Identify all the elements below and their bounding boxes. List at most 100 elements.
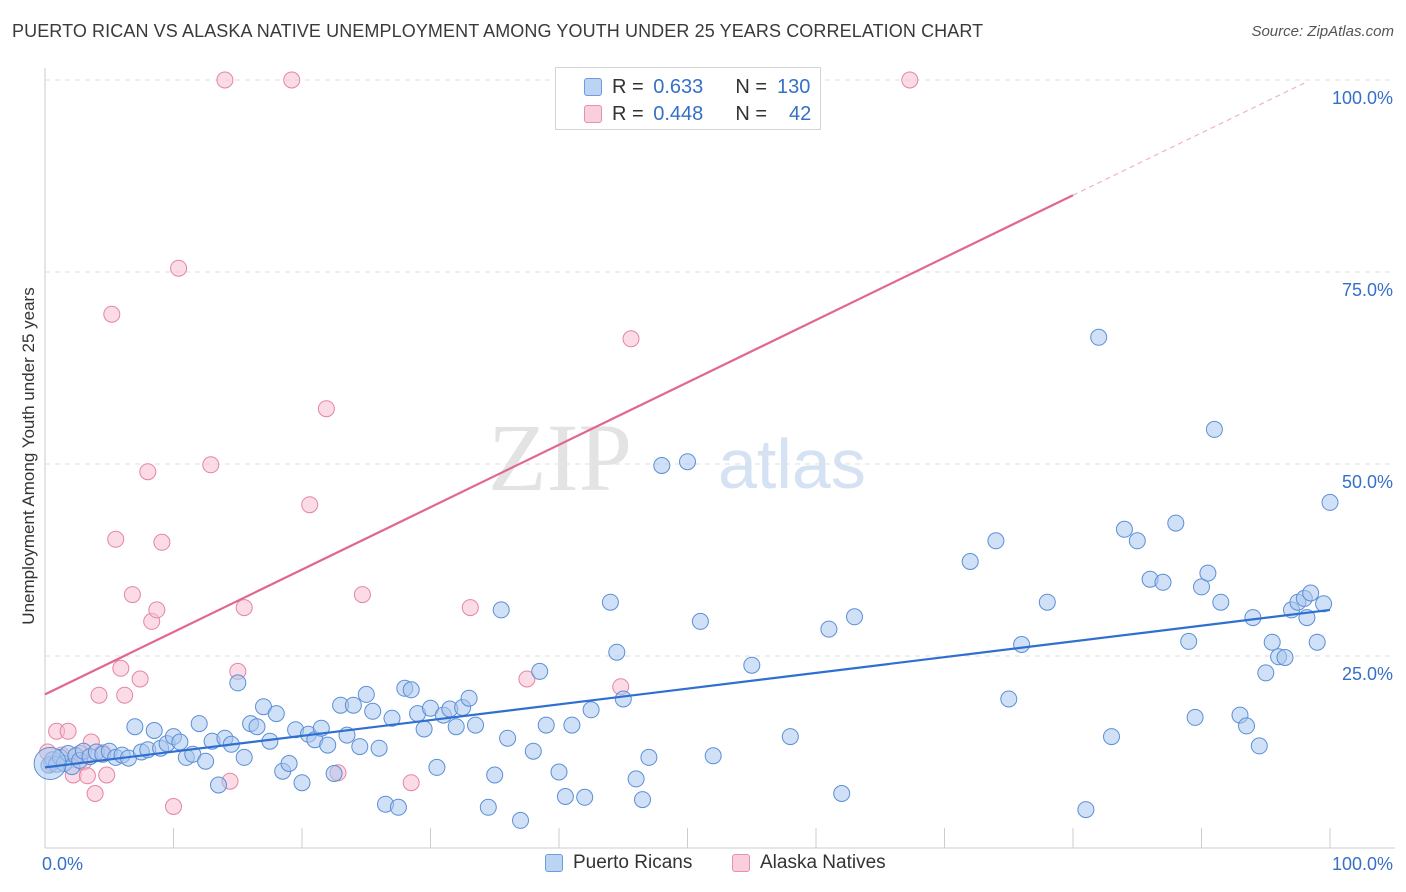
puerto-ricans-point-74 bbox=[499, 729, 517, 747]
legend-swatch-blue bbox=[545, 854, 563, 872]
watermark-atlas: atlas bbox=[718, 425, 866, 503]
legend-r-value: 0.448 bbox=[653, 102, 704, 125]
y-axis-title: Unemployment Among Youth under 25 years bbox=[19, 287, 38, 624]
puerto-ricans-point-132 bbox=[1321, 493, 1339, 511]
puerto-ricans-point-36 bbox=[248, 718, 266, 736]
series-legend: Puerto Ricans Alaska Natives bbox=[0, 852, 1406, 876]
puerto-ricans-point-70 bbox=[467, 716, 484, 734]
puerto-ricans-point-87 bbox=[627, 770, 645, 788]
alaska-natives-point-15 bbox=[112, 659, 130, 677]
puerto-ricans-point-125 bbox=[1276, 649, 1294, 666]
puerto-ricans-point-114 bbox=[1193, 578, 1210, 596]
y-tick-label-1: 50.0% bbox=[1342, 472, 1393, 492]
alaska-natives-point-32 bbox=[317, 400, 335, 418]
puerto-ricans-point-33 bbox=[229, 674, 247, 692]
puerto-ricans-point-107 bbox=[1115, 520, 1133, 538]
y-tick-label-2: 75.0% bbox=[1342, 280, 1393, 300]
puerto-ricans-point-39 bbox=[267, 705, 285, 723]
x-tick-label-max: 100.0% bbox=[1332, 854, 1393, 874]
alaska-natives-point-24 bbox=[170, 259, 188, 277]
legend-n-value: 42 bbox=[789, 102, 812, 125]
alaska-natives-point-37 bbox=[518, 670, 536, 688]
puerto-ricans-point-97 bbox=[833, 785, 851, 802]
source-label: Source: ZipAtlas.com bbox=[1251, 23, 1394, 40]
puerto-ricans-point-17 bbox=[126, 718, 144, 736]
puerto-ricans-point-79 bbox=[550, 763, 568, 781]
puerto-ricans-point-80 bbox=[556, 788, 574, 805]
legend-item-alaska-natives[interactable]: Alaska Natives bbox=[732, 852, 886, 874]
puerto-ricans-point-100 bbox=[987, 532, 1005, 550]
alaska-natives-point-12 bbox=[98, 766, 116, 784]
y-tick-label-3: 100.0% bbox=[1332, 88, 1393, 108]
legend-n-label: N = bbox=[735, 102, 767, 125]
puerto-ricans-point-99 bbox=[961, 553, 979, 570]
puerto-ricans-cluster bbox=[33, 747, 67, 781]
puerto-ricans-point-89 bbox=[640, 748, 658, 766]
puerto-ricans-point-75 bbox=[512, 811, 529, 829]
puerto-ricans-point-122 bbox=[1257, 664, 1275, 682]
puerto-ricans-point-110 bbox=[1154, 573, 1172, 591]
puerto-ricans-point-93 bbox=[704, 747, 722, 765]
puerto-ricans-point-28 bbox=[197, 752, 215, 770]
puerto-ricans-point-73 bbox=[492, 601, 510, 619]
puerto-ricans-point-112 bbox=[1180, 632, 1198, 650]
puerto-ricans-point-83 bbox=[582, 701, 600, 719]
chart-title: PUERTO RICAN VS ALASKA NATIVE UNEMPLOYME… bbox=[12, 21, 984, 41]
puerto-ricans-point-131 bbox=[1302, 584, 1320, 602]
y-tick-label-0: 25.0% bbox=[1342, 664, 1393, 684]
puerto-ricans-point-113 bbox=[1186, 708, 1204, 726]
alaska-natives-point-35 bbox=[402, 774, 420, 792]
alaska-natives-point-9 bbox=[86, 785, 104, 802]
puerto-ricans-point-119 bbox=[1238, 717, 1255, 735]
puerto-ricans-point-108 bbox=[1128, 532, 1146, 550]
watermark: ZIP atlas bbox=[488, 404, 866, 511]
legend-swatch-blue bbox=[584, 78, 602, 96]
puerto-ricans-point-117 bbox=[1212, 593, 1230, 611]
puerto-ricans-point-62 bbox=[415, 720, 433, 738]
puerto-ricans-point-71 bbox=[479, 798, 497, 816]
alaska-natives-point-28 bbox=[235, 599, 253, 617]
puerto-ricans-point-98 bbox=[846, 608, 863, 626]
puerto-ricans-point-90 bbox=[653, 457, 671, 474]
puerto-ricans-point-41 bbox=[280, 755, 298, 772]
alaska-natives-point-13 bbox=[103, 305, 121, 323]
puerto-ricans-point-54 bbox=[364, 702, 382, 720]
puerto-ricans-point-48 bbox=[325, 765, 343, 782]
legend-label-alaska-natives: Alaska Natives bbox=[760, 852, 886, 873]
puerto-ricans-point-52 bbox=[351, 738, 369, 756]
puerto-ricans-point-64 bbox=[428, 758, 446, 776]
alaska-natives-point-21 bbox=[148, 601, 166, 619]
puerto-ricans-point-116 bbox=[1205, 420, 1223, 438]
puerto-ricans-point-51 bbox=[344, 696, 362, 714]
alaska-natives-point-19 bbox=[139, 463, 157, 481]
alaska-natives-point-17 bbox=[123, 586, 141, 604]
alaska-natives-point-23 bbox=[165, 798, 182, 815]
puerto-ricans-point-111 bbox=[1167, 514, 1185, 532]
alaska-natives-point-18 bbox=[131, 670, 149, 688]
puerto-ricans-point-103 bbox=[1038, 593, 1056, 611]
puerto-ricans-point-69 bbox=[460, 689, 478, 707]
alaska-natives-point-29 bbox=[202, 456, 220, 474]
alaska-natives-point-34 bbox=[353, 586, 371, 604]
puerto-ricans-point-96 bbox=[820, 620, 838, 638]
puerto-ricans-point-95 bbox=[781, 728, 799, 746]
legend-swatch-pink bbox=[732, 854, 750, 872]
puerto-ricans-point-105 bbox=[1090, 328, 1108, 346]
alaska-natives-point-22 bbox=[153, 533, 171, 551]
puerto-ricans-point-106 bbox=[1103, 728, 1120, 746]
legend-n-label: N = bbox=[735, 75, 767, 98]
puerto-ricans-point-20 bbox=[145, 722, 163, 739]
legend-row-alaska-natives: R = 0.448 N = 42 bbox=[584, 102, 811, 126]
axes bbox=[44, 68, 1395, 849]
alaska-natives-trend-extension bbox=[1072, 82, 1305, 196]
puerto-ricans-point-27 bbox=[190, 715, 208, 733]
legend-item-puerto-ricans[interactable]: Puerto Ricans bbox=[545, 852, 692, 874]
puerto-ricans-point-104 bbox=[1077, 801, 1095, 819]
alaska-natives-point-10 bbox=[90, 686, 108, 704]
alaska-natives-point-7 bbox=[78, 767, 96, 785]
puerto-ricans-point-43 bbox=[293, 774, 311, 792]
puerto-ricans-point-60 bbox=[402, 681, 420, 699]
puerto-ricans-point-92 bbox=[691, 612, 709, 630]
puerto-ricans-point-94 bbox=[743, 656, 761, 674]
